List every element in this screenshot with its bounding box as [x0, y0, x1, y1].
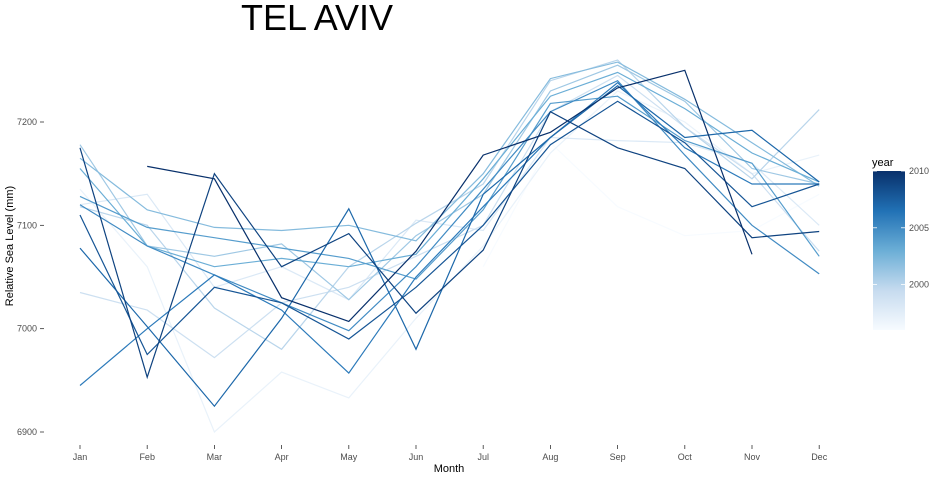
- legend-ticks: 2000 2005 2010: [873, 166, 929, 290]
- legend-colorbar: [873, 171, 905, 330]
- y-axis: 6900 7000 7100 7200: [17, 117, 44, 437]
- x-tick-label: Feb: [139, 452, 155, 462]
- x-tick-label: Mar: [207, 452, 223, 462]
- x-tick-label: Dec: [811, 452, 828, 462]
- y-axis-label: Relative Sea Level (mm): [4, 186, 16, 306]
- series-line-2005: [79, 79, 820, 332]
- plot-lines: [79, 59, 820, 434]
- legend-title: year: [872, 157, 894, 169]
- x-tick-label: Oct: [678, 452, 693, 462]
- series-line-2008: [79, 100, 820, 356]
- series-line-1999: [79, 74, 820, 359]
- series-line-2007: [79, 85, 820, 408]
- y-tick-label: 7200: [17, 117, 37, 127]
- x-tick-label: Aug: [542, 452, 558, 462]
- y-tick-label: 6900: [17, 427, 37, 437]
- series-line-1996: [482, 141, 820, 267]
- series-line-2001: [79, 64, 820, 301]
- series-line-1998: [79, 136, 820, 301]
- legend-tick-label: 2000: [909, 280, 929, 290]
- x-tick-label: Apr: [275, 452, 289, 462]
- legend-tick-label: 2010: [909, 166, 929, 176]
- series-line-1997: [79, 90, 820, 434]
- x-tick-label: Sep: [610, 452, 626, 462]
- series-line-2000: [79, 59, 820, 351]
- x-tick-label: May: [340, 452, 358, 462]
- x-axis-label: Month: [434, 463, 465, 475]
- x-axis: Jan Feb Mar Apr May Jun Jul Aug Sep Oct Nov Dec: [73, 445, 828, 462]
- x-tick-label: Jul: [477, 452, 489, 462]
- x-tick-label: Jun: [409, 452, 424, 462]
- chart-title: TEL AVIV: [241, 0, 393, 38]
- legend-tick-label: 2005: [909, 223, 929, 233]
- y-tick-label: 7100: [17, 220, 37, 230]
- series-line-2003: [79, 71, 820, 268]
- series-line-2010: [147, 69, 753, 323]
- series-line-2002: [79, 61, 820, 242]
- year-legend: year 2000 2005 2010: [872, 157, 929, 330]
- x-tick-label: Jan: [73, 452, 88, 462]
- y-tick-label: 7000: [17, 324, 37, 334]
- x-tick-label: Nov: [744, 452, 761, 462]
- series-line-2009: [79, 110, 820, 380]
- series-line-2004: [79, 95, 820, 280]
